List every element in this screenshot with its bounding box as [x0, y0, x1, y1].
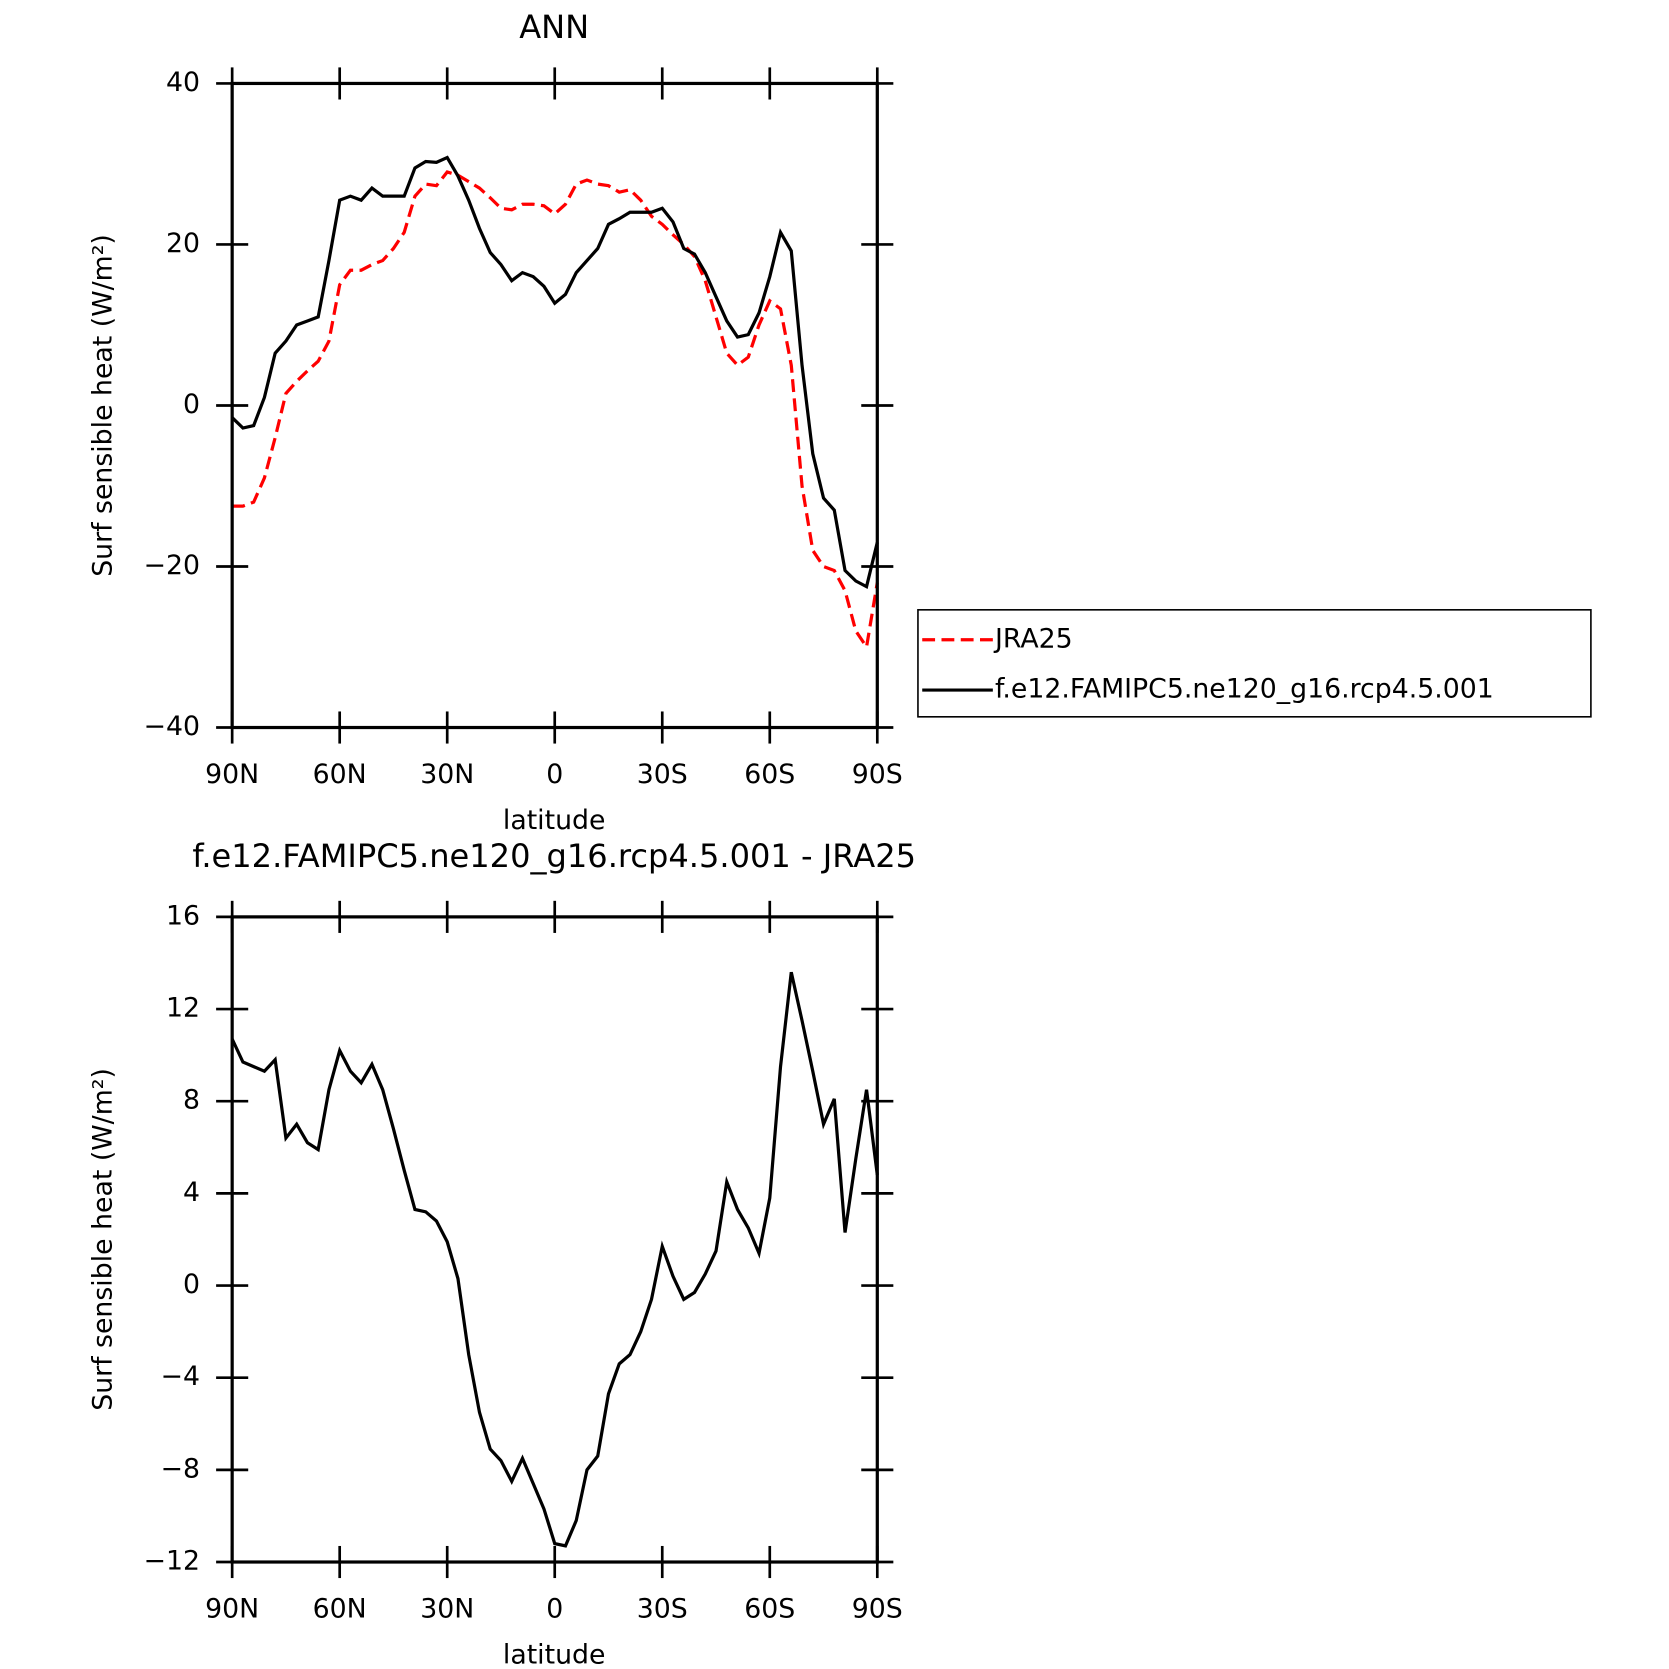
y-axis-label: Surf sensible heat (W/m²) — [87, 1068, 118, 1411]
data-line — [231, 155, 879, 589]
y-tick-label: 16 — [166, 900, 200, 931]
y-axis-label: Surf sensible heat (W/m²) — [87, 234, 118, 577]
chart-title: f.e12.FAMIPC5.ne120_g16.rcp4.5.001 - JRA… — [192, 837, 916, 875]
y-tick-label: 20 — [166, 228, 200, 259]
chart-title: ANN — [519, 8, 589, 46]
legend-label: JRA25 — [993, 623, 1073, 654]
y-tick-label: −12 — [144, 1546, 200, 1577]
x-tick-label: 0 — [546, 1594, 563, 1625]
x-tick-label: 60S — [744, 1594, 795, 1625]
x-tick-label: 90N — [205, 1594, 259, 1625]
legend-box — [917, 609, 1592, 718]
x-tick-label: 30S — [637, 1594, 688, 1625]
y-tick-label: −4 — [161, 1361, 200, 1392]
x-tick-label: 60N — [313, 1594, 367, 1625]
x-tick-label: 90S — [852, 759, 903, 790]
y-tick-label: −40 — [144, 711, 200, 742]
x-tick-label: 30N — [420, 759, 474, 790]
x-tick-label: 30N — [420, 1594, 474, 1625]
data-line — [232, 170, 879, 652]
x-tick-label: 30S — [637, 759, 688, 790]
legend-label: f.e12.FAMIPC5.ne120_g16.rcp4.5.001 — [995, 674, 1494, 705]
data-line — [230, 971, 879, 1548]
y-tick-label: 8 — [183, 1085, 200, 1116]
plot-frame — [230, 81, 879, 730]
x-tick-label: 60N — [313, 759, 367, 790]
y-tick-label: −8 — [161, 1453, 200, 1484]
x-tick-label: 90S — [852, 1594, 903, 1625]
plot-frame — [230, 915, 879, 1564]
x-tick-label: 90N — [205, 759, 259, 790]
x-axis-label: latitude — [503, 1640, 606, 1669]
legend: JRA25 f.e12.FAMIPC5.ne120_g16.rcp4.5.001 — [917, 609, 1592, 718]
y-tick-label: 4 — [183, 1177, 200, 1208]
x-axis-label: latitude — [503, 805, 606, 836]
y-tick-label: 0 — [183, 1269, 200, 1300]
y-tick-label: 0 — [183, 389, 200, 420]
y-tick-label: 40 — [166, 67, 200, 98]
x-tick-label: 0 — [546, 759, 563, 790]
x-tick-label: 60S — [744, 759, 795, 790]
y-tick-label: 12 — [166, 993, 200, 1024]
y-tick-label: −20 — [144, 550, 200, 581]
